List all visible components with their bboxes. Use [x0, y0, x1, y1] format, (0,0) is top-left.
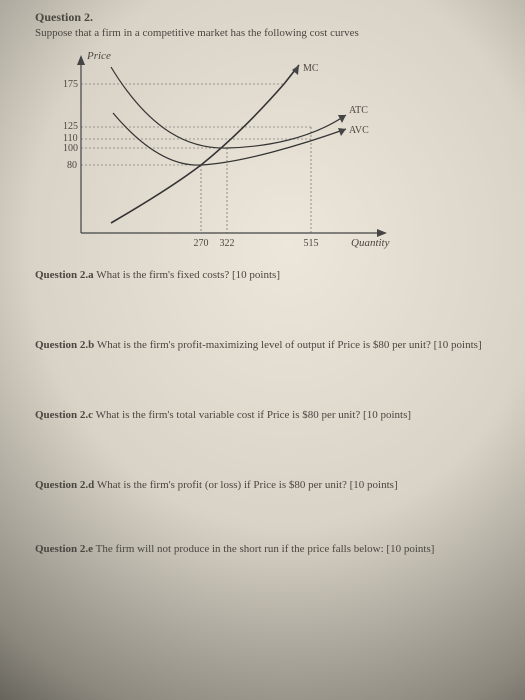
ytick-80: 80	[67, 160, 77, 171]
q2d-text: What is the firm's profit (or loss) if P…	[94, 479, 397, 491]
ytick-175: 175	[63, 79, 78, 90]
question-2a: Question 2.a What is the firm's fixed co…	[35, 269, 505, 281]
question-prompt: Suppose that a firm in a competitive mar…	[35, 27, 505, 39]
q2d-label: Question 2.d	[35, 479, 94, 491]
q2b-text: What is the firm's profit-maximizing lev…	[94, 339, 481, 351]
ytick-125: 125	[63, 121, 78, 132]
y-axis-label: Price	[86, 50, 111, 62]
cost-curves-chart: 175 125 110 100 80 270 322 515	[41, 43, 421, 263]
q2e-text: The firm will not produce in the short r…	[93, 543, 434, 555]
page-content: Question 2. Suppose that a firm in a com…	[35, 10, 505, 555]
q2c-text: What is the firm's total variable cost i…	[93, 409, 411, 421]
xtick-322: 322	[220, 238, 235, 249]
q2c-label: Question 2.c	[35, 409, 93, 421]
x-axis-label: Quantity	[351, 237, 390, 249]
q2a-label: Question 2.a	[35, 269, 94, 281]
atc-label: ATC	[349, 105, 368, 116]
question-2b: Question 2.b What is the firm's profit-m…	[35, 339, 505, 351]
avc-label: AVC	[349, 125, 369, 136]
xtick-515: 515	[304, 238, 319, 249]
question-2c: Question 2.c What is the firm's total va…	[35, 409, 505, 421]
q2b-label: Question 2.b	[35, 339, 94, 351]
question-2e: Question 2.e The firm will not produce i…	[35, 543, 505, 555]
xtick-270: 270	[194, 238, 209, 249]
question-2d: Question 2.d What is the firm's profit (…	[35, 479, 505, 491]
mc-label: MC	[303, 63, 319, 74]
question-title: Question 2.	[35, 10, 505, 25]
q2a-text: What is the firm's fixed costs? [10 poin…	[94, 269, 280, 281]
q2e-label: Question 2.e	[35, 543, 93, 555]
ytick-100: 100	[63, 143, 78, 154]
